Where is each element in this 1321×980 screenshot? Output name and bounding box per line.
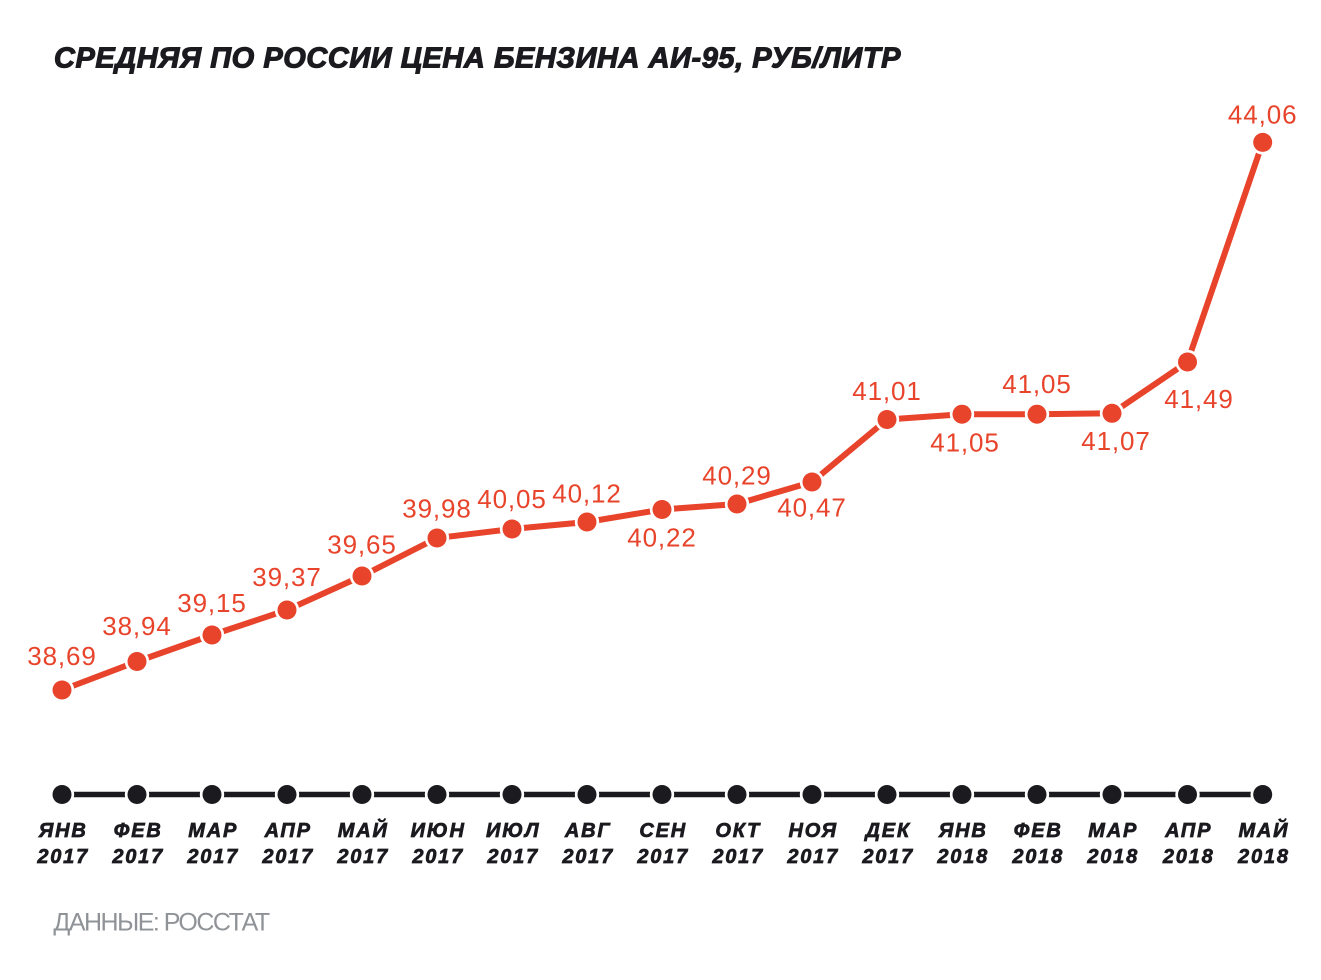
svg-text:МАР: МАР (188, 820, 238, 842)
svg-text:40,47: 40,47 (777, 493, 847, 523)
svg-text:2018: 2018 (936, 846, 989, 868)
svg-text:2017: 2017 (561, 846, 614, 868)
svg-text:2017: 2017 (411, 846, 464, 868)
svg-text:ОКТ: ОКТ (715, 820, 761, 842)
svg-text:АВГ: АВГ (564, 820, 612, 842)
svg-text:2017: 2017 (636, 846, 689, 868)
svg-text:40,05: 40,05 (477, 484, 547, 514)
svg-text:40,22: 40,22 (627, 523, 697, 553)
svg-text:2018: 2018 (1011, 846, 1064, 868)
svg-text:СРЕДНЯЯ ПО РОССИИ ЦЕНА БЕНЗИНА: СРЕДНЯЯ ПО РОССИИ ЦЕНА БЕНЗИНА АИ-95, РУ… (54, 43, 901, 75)
svg-text:2017: 2017 (186, 846, 239, 868)
svg-text:ЯНВ: ЯНВ (38, 820, 88, 842)
svg-text:2017: 2017 (36, 846, 89, 868)
svg-text:ЯНВ: ЯНВ (938, 820, 988, 842)
svg-text:39,65: 39,65 (327, 530, 397, 560)
svg-text:2017: 2017 (786, 846, 839, 868)
svg-text:40,29: 40,29 (702, 461, 772, 491)
svg-text:44,06: 44,06 (1228, 99, 1298, 129)
svg-text:41,49: 41,49 (1164, 384, 1234, 414)
svg-text:АПР: АПР (264, 820, 312, 842)
svg-text:МАЙ: МАЙ (1238, 818, 1289, 842)
svg-text:38,94: 38,94 (102, 611, 172, 641)
svg-text:2017: 2017 (861, 846, 914, 868)
svg-text:ДЕК: ДЕК (863, 820, 910, 842)
svg-text:39,37: 39,37 (252, 562, 322, 592)
svg-text:41,07: 41,07 (1081, 426, 1151, 456)
svg-text:38,69: 38,69 (27, 641, 97, 671)
svg-text:2017: 2017 (486, 846, 539, 868)
svg-text:ИЮН: ИЮН (411, 820, 466, 842)
svg-text:2018: 2018 (1162, 846, 1215, 868)
svg-text:41,01: 41,01 (852, 376, 922, 406)
svg-text:2017: 2017 (336, 846, 389, 868)
svg-text:2018: 2018 (1237, 846, 1290, 868)
svg-text:2018: 2018 (1086, 846, 1139, 868)
svg-text:ИЮЛ: ИЮЛ (486, 820, 540, 842)
svg-text:ДАННЫЕ: РОССТАТ: ДАННЫЕ: РОССТАТ (53, 909, 269, 937)
svg-text:МАР: МАР (1088, 820, 1138, 842)
svg-text:ФЕВ: ФЕВ (114, 820, 163, 842)
svg-text:39,98: 39,98 (402, 494, 472, 524)
svg-text:2017: 2017 (261, 846, 314, 868)
svg-text:2017: 2017 (711, 846, 764, 868)
svg-text:41,05: 41,05 (930, 428, 1000, 458)
svg-text:МАЙ: МАЙ (338, 818, 389, 842)
svg-text:АПР: АПР (1164, 820, 1212, 842)
svg-text:2017: 2017 (111, 846, 164, 868)
svg-text:40,12: 40,12 (552, 478, 622, 508)
svg-text:ФЕВ: ФЕВ (1014, 820, 1063, 842)
svg-text:СЕН: СЕН (639, 820, 687, 842)
svg-text:НОЯ: НОЯ (788, 820, 837, 842)
svg-text:41,05: 41,05 (1002, 369, 1072, 399)
svg-text:39,15: 39,15 (177, 588, 247, 618)
